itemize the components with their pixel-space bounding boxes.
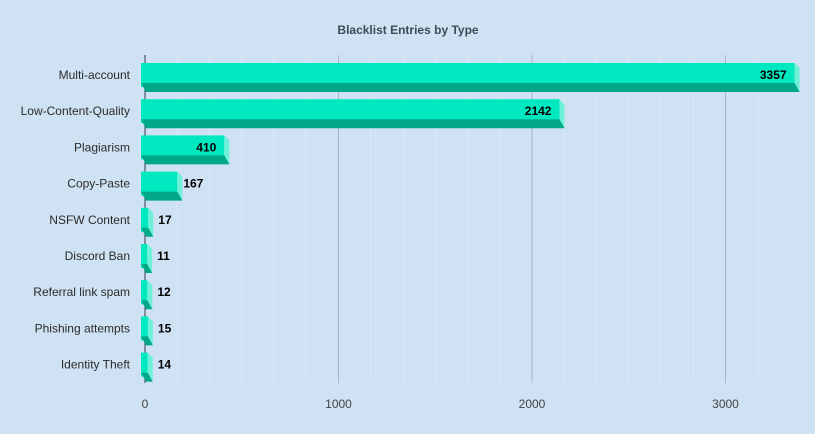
bar-front <box>141 316 148 341</box>
bar-discord-ban <box>141 244 153 273</box>
value-label: 3357 <box>760 68 787 82</box>
bar-front <box>141 352 148 377</box>
bar-identity-theft <box>141 352 153 382</box>
x-tick-label: 3000 <box>712 397 739 411</box>
x-tick-label: 0 <box>142 397 149 411</box>
value-label: 2142 <box>525 104 552 118</box>
bar-bottom <box>141 300 153 310</box>
value-label: 17 <box>158 213 172 227</box>
bar-bottom <box>141 119 565 129</box>
bar-side <box>148 207 154 237</box>
category-label: Identity Theft <box>61 358 131 372</box>
value-label: 167 <box>183 177 203 191</box>
bar-plagiarism <box>141 135 230 165</box>
bar-side <box>147 316 153 346</box>
bar-front <box>141 207 149 232</box>
bar-bottom <box>141 83 800 92</box>
bar-low-content-quality <box>141 99 565 129</box>
bar-side <box>147 280 153 310</box>
bar-bottom <box>141 372 153 382</box>
bars-layer <box>141 63 800 382</box>
value-label: 12 <box>157 285 171 299</box>
value-label: 14 <box>158 358 172 372</box>
category-label: Discord Ban <box>65 249 130 263</box>
bar-side <box>177 171 183 201</box>
bar-bottom <box>141 155 230 165</box>
category-label: Low-Content-Quality <box>21 104 130 118</box>
category-label: Plagiarism <box>74 140 130 154</box>
bar-bottom <box>141 227 154 237</box>
category-label: Multi-account <box>59 68 131 82</box>
bar-referral-link-spam <box>141 280 153 310</box>
category-label: Referral link spam <box>33 285 130 299</box>
bar-front <box>141 244 148 268</box>
x-tick-label: 2000 <box>519 397 546 411</box>
category-label: Phishing attempts <box>35 321 130 335</box>
category-label: NSFW Content <box>49 213 130 227</box>
bar-copy-paste <box>141 171 183 201</box>
x-tick-label: 1000 <box>325 397 352 411</box>
value-label: 11 <box>157 249 170 263</box>
bar-side <box>794 63 800 92</box>
value-label: 410 <box>196 140 216 154</box>
bar-multi-account <box>141 63 800 92</box>
bar-nsfw-content <box>141 207 154 237</box>
bar-side <box>224 135 230 165</box>
bar-side <box>147 352 153 382</box>
bar-bottom <box>141 264 153 273</box>
chart-title: Blacklist Entries by Type <box>337 23 478 37</box>
ticks-layer: 0 1000 2000 3000 <box>142 397 740 411</box>
bar-bottom <box>141 191 183 201</box>
bar-front <box>141 280 148 305</box>
value-label: 15 <box>158 321 172 335</box>
category-label: Copy-Paste <box>67 177 130 191</box>
bar-bottom <box>141 336 153 346</box>
bar-phishing-attempts <box>141 316 153 346</box>
bar-side <box>559 99 565 129</box>
labels-layer: Multi-account 3357 Low-Content-Quality 2142… <box>21 68 787 372</box>
bar-side <box>147 244 153 273</box>
